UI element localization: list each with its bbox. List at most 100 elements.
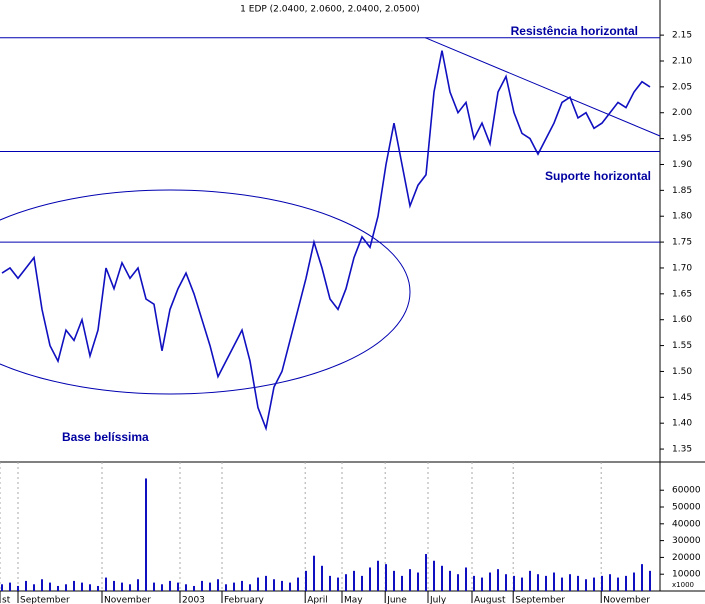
y-tick-label: 2.10	[672, 56, 692, 66]
volume-bar	[409, 569, 411, 591]
volume-bar	[241, 580, 243, 591]
y-tick-label: 1.45	[672, 393, 692, 403]
volume-bar	[593, 577, 595, 591]
volume-bar	[25, 580, 27, 591]
volume-bar	[369, 567, 371, 591]
volume-bar	[401, 575, 403, 591]
volume-bar	[257, 577, 259, 591]
volume-bar	[345, 574, 347, 591]
volume-bar	[625, 575, 627, 591]
volume-bar	[457, 574, 459, 591]
y-tick-label: 2.05	[672, 82, 692, 92]
annotation: Base belíssima	[62, 430, 149, 444]
x-tick-label: May	[344, 596, 363, 604]
volume-bar	[489, 572, 491, 591]
volume-bar	[425, 554, 427, 591]
x-tick-label: September	[515, 596, 565, 604]
volume-bar	[145, 478, 147, 591]
volume-bar	[225, 584, 227, 591]
volume-bar	[569, 574, 571, 591]
y-tick-label: 1.40	[672, 419, 692, 429]
y-tick-label: 20000	[672, 553, 701, 563]
volume-bar	[113, 580, 115, 591]
volume-bar	[97, 585, 99, 591]
volume-bar	[201, 580, 203, 591]
y-tick-label: 1.85	[672, 186, 692, 196]
volume-bar	[297, 577, 299, 591]
volume-bar	[553, 572, 555, 591]
volume-bar	[17, 585, 19, 591]
volume-bar	[505, 574, 507, 591]
volume-bar	[537, 574, 539, 591]
volume-bar	[121, 582, 123, 591]
x-tick-label: July	[429, 596, 447, 604]
y-tick-label: 1.60	[672, 315, 692, 325]
volume-bar	[217, 579, 219, 591]
volume-bar	[385, 564, 387, 591]
volume-bar	[185, 584, 187, 591]
volume-bar	[521, 577, 523, 591]
volume-bar	[49, 582, 51, 591]
volume-bar	[585, 579, 587, 591]
y-tick-label: 10000	[672, 570, 701, 580]
volume-bar	[73, 580, 75, 591]
price-line	[1, 50, 651, 432]
y-tick-label: 1.90	[672, 160, 692, 170]
volume-bar	[545, 575, 547, 591]
x-tick-label: st	[2, 596, 11, 604]
y-tick-label: 50000	[672, 503, 701, 513]
volume-bar	[249, 584, 251, 591]
volume-bar	[273, 579, 275, 591]
volume-bar	[281, 580, 283, 591]
y-tick-label: 1.75	[672, 238, 692, 248]
volume-bar	[633, 572, 635, 591]
volume-bar	[433, 560, 435, 591]
volume-bar	[649, 570, 651, 591]
y-tick-label: 40000	[672, 519, 701, 529]
volume-bar	[65, 584, 67, 591]
volume-bar	[105, 577, 107, 591]
x-tick-label: November	[603, 596, 650, 604]
volume-bar	[129, 584, 131, 591]
y-tick-label: 1.70	[672, 263, 692, 273]
chart-title: 1 EDP (2.0400, 2.0600, 2.0400, 2.0500)	[240, 5, 420, 15]
volume-unit: x1000	[672, 581, 694, 589]
volume-bar	[337, 577, 339, 591]
volume-bar	[1, 584, 3, 591]
y-tick-label: 30000	[672, 536, 701, 546]
volume-bar	[377, 560, 379, 591]
volume-bar	[81, 582, 83, 591]
volume-bar	[329, 575, 331, 591]
volume-bar	[289, 582, 291, 591]
base-ellipse	[0, 189, 411, 395]
y-tick-label: 1.55	[672, 341, 692, 351]
volume-bar	[513, 575, 515, 591]
volume-bar	[641, 564, 643, 591]
volume-bar	[57, 585, 59, 591]
x-tick-label: June	[386, 596, 407, 604]
volume-bar	[481, 577, 483, 591]
y-tick-label: 1.95	[672, 134, 692, 144]
y-tick-label: 1.65	[672, 289, 692, 299]
volume-bar	[449, 570, 451, 591]
y-tick-label: 2.15	[672, 31, 692, 41]
volume-bar	[193, 585, 195, 591]
volume-bar	[209, 582, 211, 591]
volume-bar	[41, 579, 43, 591]
volume-bar	[473, 575, 475, 591]
volume-bar	[601, 575, 603, 591]
y-tick-label: 1.50	[672, 367, 692, 377]
volume-bar	[161, 584, 163, 591]
volume-bar	[617, 577, 619, 591]
volume-bar	[353, 570, 355, 591]
volume-bar	[609, 574, 611, 591]
x-tick-label: 2003	[182, 596, 205, 604]
volume-bar	[561, 577, 563, 591]
volume-bar	[137, 579, 139, 591]
volume-bar	[33, 584, 35, 591]
volume-bar	[577, 575, 579, 591]
volume-bar	[305, 570, 307, 591]
volume-bar	[393, 570, 395, 591]
x-tick-label: February	[224, 596, 265, 604]
